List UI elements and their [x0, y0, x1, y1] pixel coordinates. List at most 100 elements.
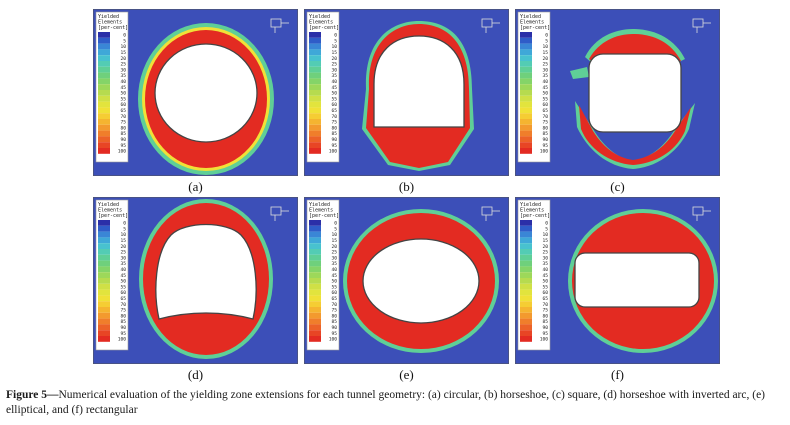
legend-tick-label: 35: [120, 261, 126, 267]
legend-tick-label: 95: [120, 331, 126, 337]
legend-swatch: [520, 43, 532, 50]
caption-label: Figure 5—: [6, 389, 59, 401]
legend-swatch: [98, 61, 110, 67]
legend-swatch: [309, 278, 321, 284]
legend-title-line: Yielded: [98, 202, 119, 208]
legend-swatch: [98, 266, 110, 273]
legend-swatch: [309, 237, 321, 244]
legend-swatch: [98, 312, 110, 319]
legend-tick-label: 40: [331, 79, 337, 85]
legend-swatch: [520, 301, 532, 307]
legend-swatch: [309, 107, 321, 114]
legend-swatch: [98, 324, 110, 331]
legend-tick-label: 5: [123, 38, 126, 44]
legend-swatch: [98, 295, 110, 302]
legend-tick-label: 80: [542, 125, 548, 131]
legend-swatch: [98, 243, 110, 249]
legend-tick-label: 95: [542, 143, 548, 149]
panel-a-plot: YieldedElements[per-cent]051015202530354…: [93, 9, 298, 176]
axis-icon: [270, 206, 289, 221]
legend-swatch: [520, 260, 532, 267]
tunnel-f: [574, 252, 700, 308]
legend-tick-label: 0: [123, 221, 126, 227]
legend-tick-label: 100: [118, 149, 127, 155]
legend-swatch: [98, 148, 110, 154]
legend-tick-label: 50: [331, 91, 337, 97]
legend-tick-label: 5: [545, 226, 548, 232]
legend-swatch: [98, 289, 110, 296]
legend-tick-label: 90: [542, 325, 548, 331]
legend-tick-label: 30: [542, 255, 548, 261]
legend-swatch: [520, 254, 532, 261]
legend-tick-label: 100: [329, 149, 338, 155]
legend-swatch: [309, 330, 321, 336]
legend-tick-label: 85: [331, 131, 337, 137]
legend-swatch: [520, 272, 532, 278]
legend-swatch: [309, 130, 321, 137]
legend-swatch: [309, 148, 321, 154]
legend-swatch: [98, 72, 110, 79]
legend-tick-label: 35: [120, 73, 126, 79]
legend-tick-label: 40: [542, 267, 548, 273]
legend-title-line: [per-cent]: [98, 25, 128, 31]
legend-tick-label: 75: [331, 308, 337, 314]
legend-swatch: [98, 78, 110, 85]
legend-tick-label: 65: [542, 108, 548, 114]
panel-d: Yielded Elements [per-cent] 0 5 10 15 20 25 30 35 4…: [93, 197, 298, 364]
legend-tick-label: 65: [120, 296, 126, 302]
panel-c-plot: YieldedElements[per-cent]051015202530354…: [515, 9, 720, 176]
legend-swatch: [98, 95, 110, 102]
legend-title-line: Yielded: [309, 14, 330, 20]
legend-swatch: [520, 49, 532, 56]
legend-tick-label: 100: [540, 149, 549, 155]
legend-swatch: [520, 107, 532, 114]
figure-caption: Figure 5—Numerical evaluation of the yie…: [6, 388, 786, 418]
legend-swatch: [98, 119, 110, 125]
legend-tick-label: 65: [542, 296, 548, 302]
legend-swatch: [98, 301, 110, 307]
legend-tick-label: 0: [545, 221, 548, 227]
legend-swatch: [98, 318, 110, 325]
legend-swatch: [309, 231, 321, 238]
legend-tick-label: 35: [542, 261, 548, 267]
legend-swatch: [520, 84, 532, 90]
panel-label-f: (f): [611, 367, 624, 382]
legend-swatch: [309, 254, 321, 261]
legend-tick-label: 100: [540, 337, 549, 343]
panel-label-d: (d): [187, 367, 204, 382]
legend-tick-label: 0: [123, 33, 126, 39]
legend-tick-label: 55: [331, 96, 337, 102]
legend-swatch: [520, 136, 532, 143]
legend-tick-label: 95: [331, 143, 337, 149]
legend-tick-label: 35: [542, 73, 548, 79]
legend-swatch: [520, 289, 532, 296]
legend-tick-label: 80: [542, 313, 548, 319]
legend-swatch: [98, 66, 110, 73]
legend-swatch: [309, 84, 321, 90]
legend-swatch: [309, 55, 321, 61]
legend-swatch: [520, 243, 532, 249]
panel-f: Yielded Elements [per-cent] 0 5 10 15 20 25 30 35 4…: [515, 197, 720, 364]
legend-tick-label: 35: [331, 73, 337, 79]
legend-swatch: [309, 312, 321, 319]
legend-swatch: [309, 37, 321, 44]
legend-tick-label: 55: [120, 96, 126, 102]
legend-swatch: [520, 237, 532, 244]
legend-tick-label: 95: [120, 143, 126, 149]
legend-tick-label: 40: [331, 267, 337, 273]
legend-swatch: [309, 136, 321, 143]
legend-swatch: [520, 37, 532, 44]
legend-swatch: [98, 260, 110, 267]
panel-d-plot: YieldedElements[per-cent]051015202530354…: [93, 197, 298, 364]
legend-swatch: [309, 307, 321, 313]
legend-tick-label: 55: [120, 284, 126, 290]
legend-swatch: [309, 220, 321, 226]
legend-swatch: [98, 107, 110, 114]
legend-tick-label: 85: [542, 319, 548, 325]
legend-tick-label: 15: [331, 238, 337, 244]
legend-tick-label: 100: [329, 337, 338, 343]
legend-title-line: Elements: [98, 208, 122, 214]
tunnel-d: [155, 223, 257, 320]
legend-tick-label: 20: [120, 244, 126, 250]
legend-swatch: [98, 225, 110, 232]
